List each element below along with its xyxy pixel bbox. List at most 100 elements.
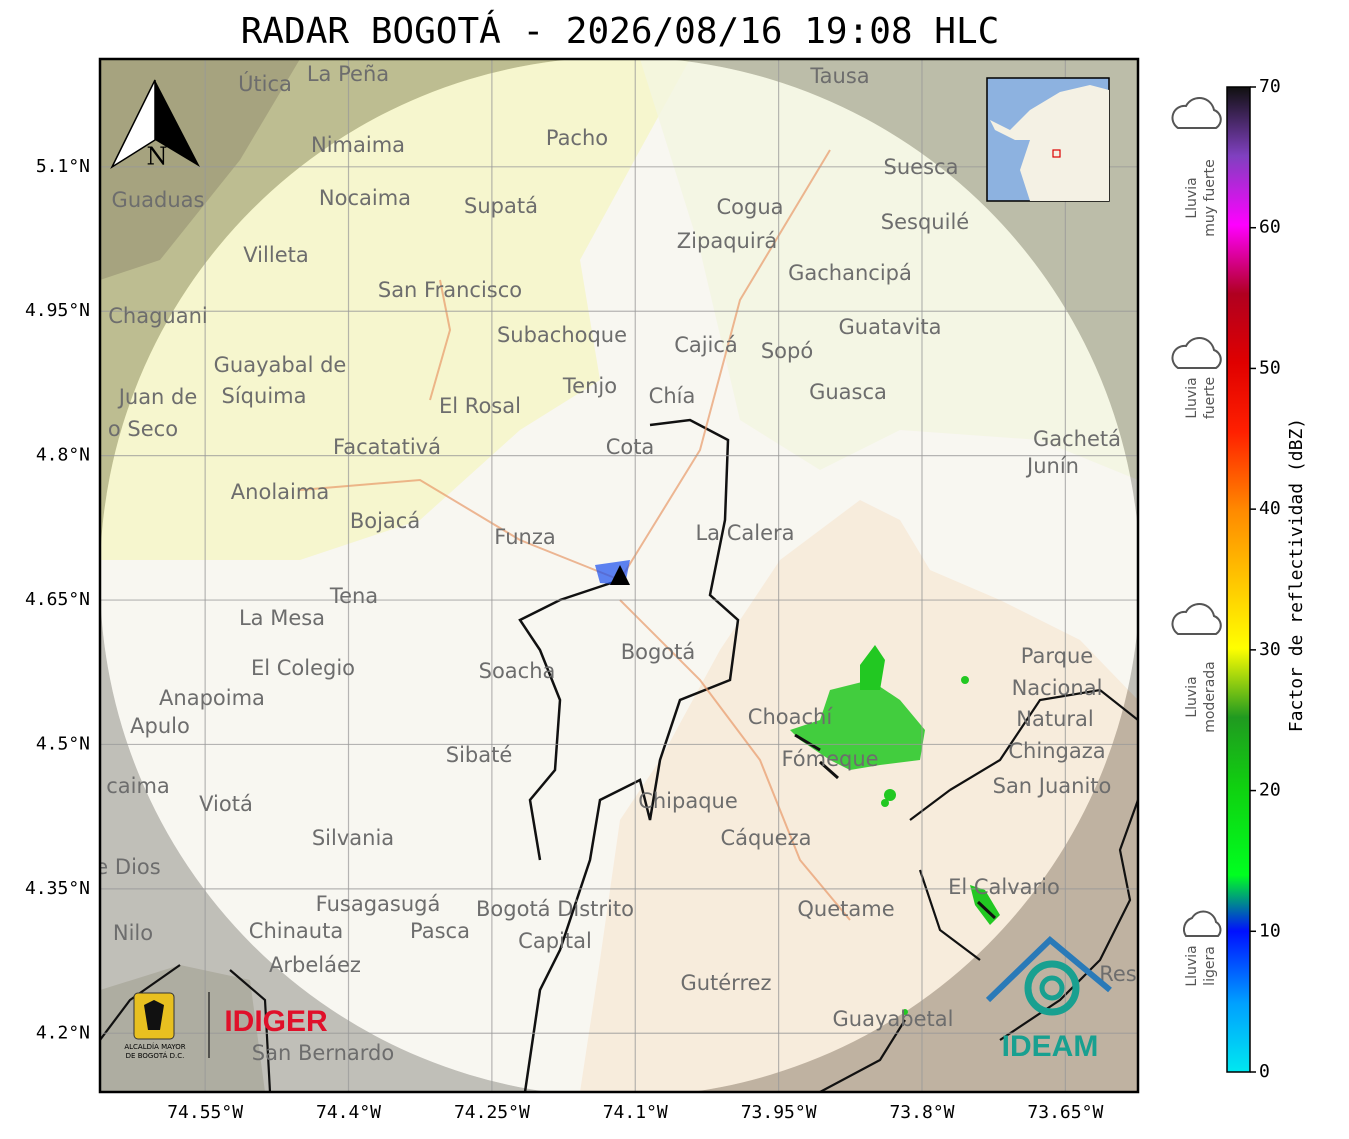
place-name: Juan de (117, 385, 198, 409)
place-name: Soacha (479, 659, 556, 683)
place-name: Nimaima (311, 133, 405, 157)
colorbar-tick-label: 10 (1259, 920, 1281, 941)
place-name: Tena (329, 584, 378, 608)
place-name: Sopó (761, 339, 813, 363)
roads (299, 149, 851, 921)
place-name: Quetame (797, 897, 894, 921)
inset-map (986, 77, 1110, 202)
graticule (100, 59, 1138, 1092)
place-name: San Francisco (378, 278, 522, 302)
place-name: Junín (1025, 454, 1079, 478)
place-name: Guaduas (112, 188, 205, 212)
map: Útica La Peña Tausa Pacho Nimaima Suesca Guadu… (95, 59, 1138, 1092)
place-name: Guayabetal (833, 1007, 954, 1031)
place-name: Cogua (716, 195, 783, 219)
lat-tick-label: 5.1°N (36, 156, 90, 177)
lat-tick-label: 4.35°N (25, 878, 90, 899)
place-name: o Seco (108, 417, 178, 441)
place-name: La Peña (307, 62, 389, 86)
place-name: Fómeque (781, 747, 878, 771)
place-name: Pacho (546, 126, 608, 150)
place-name: Nocaima (319, 186, 411, 210)
lon-tick-label: 73.95°W (741, 1102, 817, 1123)
place-name: Gutérrez (680, 971, 771, 995)
lat-tick-label: 4.65°N (25, 589, 90, 610)
intensity-label: Lluvia (1184, 377, 1200, 418)
place-name: Bojacá (350, 509, 420, 533)
place-name: Chingaza (1008, 739, 1105, 763)
place-name: Tenjo (562, 374, 617, 398)
place-name: Chinauta (249, 919, 343, 943)
place-name: San Bernardo (252, 1041, 394, 1065)
place-name: El Calvario (948, 875, 1060, 899)
north-label: N (147, 143, 168, 171)
echo-core (794, 733, 997, 920)
colorbar-tick-label: 30 (1259, 639, 1281, 660)
place-name: Nilo (113, 921, 153, 945)
place-name: Cáqueza (721, 826, 812, 850)
place-name: e Dios (95, 855, 160, 879)
colorbar-tick-label: 20 (1259, 780, 1281, 801)
district-boundary (518, 418, 740, 1092)
place-name: Gachancipá (788, 261, 912, 285)
lat-tick-label: 4.8°N (36, 445, 90, 466)
intensity-label: Lluvia (1184, 676, 1200, 717)
place-name: Villeta (243, 243, 308, 267)
place-name: Tausa (809, 64, 869, 88)
place-name: Síquima (222, 384, 307, 408)
lon-tick-label: 74.1°W (603, 1102, 668, 1123)
intensity-icons (1171, 96, 1222, 937)
colorbar-tick-label: 60 (1259, 217, 1281, 238)
place-name: San Juanito (993, 774, 1112, 798)
lat-tick-label: 4.2°N (36, 1022, 90, 1043)
intensity-label: Lluvia (1184, 177, 1200, 218)
intensity-label: muy fuerte (1202, 159, 1218, 237)
colorbar-label: Factor de reflectividad (dBZ) (1286, 418, 1307, 732)
north-arrow: N (110, 79, 200, 171)
place-names: Útica La Peña Tausa Pacho Nimaima Suesca Guadu… (95, 62, 1137, 1065)
lon-tick-label: 74.4°W (316, 1102, 381, 1123)
intensity-label: ligera (1202, 946, 1218, 986)
place-name: Útica (238, 71, 292, 96)
place-name: Chaguani (108, 304, 208, 328)
idiger-logo: IDIGER (224, 1005, 328, 1038)
place-name: Subachoque (497, 323, 627, 347)
place-name: Choachí (748, 705, 834, 729)
place-name: Pasca (410, 919, 470, 943)
place-name: El Colegio (251, 656, 355, 680)
place-name: Guayabal de (214, 353, 347, 377)
place-name: Fusagasugá (316, 892, 441, 916)
lon-tick-label: 73.8°W (889, 1102, 954, 1123)
place-name: Zipaquirá (677, 229, 777, 253)
place-name: Bogotá Distrito (476, 897, 634, 921)
place-name: Bogotá (621, 640, 696, 664)
place-name: Suesca (884, 155, 959, 179)
place-name: Guasca (809, 380, 887, 404)
colorbar (1226, 86, 1251, 1073)
place-name: Sibaté (446, 743, 513, 767)
place-name: Chía (649, 384, 696, 408)
place-name: Anolaima (231, 480, 329, 504)
place-name: Cajicá (674, 333, 738, 357)
place-name: Anapoima (159, 686, 265, 710)
place-name: Cota (606, 435, 655, 459)
place-name: Parque (1021, 644, 1093, 668)
ideam-logo: IDEAM (1002, 1030, 1099, 1063)
intensity-label: moderada (1202, 661, 1218, 733)
place-name: Viotá (199, 792, 253, 816)
colorbar-tick-label: 50 (1259, 357, 1281, 378)
lon-tick-label: 73.65°W (1027, 1102, 1103, 1123)
intensity-label: Lluvia (1184, 945, 1200, 986)
place-name: caima (106, 774, 170, 798)
logo-alcaldia: ALCALDÍA MAYOR DE BOGOTÁ D.C. IDIGER (124, 992, 328, 1060)
lon-tick-label: 74.55°W (167, 1102, 243, 1123)
place-name: Gachetá (1033, 427, 1121, 451)
logo-ideam: IDEAM (985, 935, 1112, 1063)
place-name: Facatativá (333, 435, 441, 459)
alcaldia-line-2: DE BOGOTÁ D.C. (126, 1051, 185, 1060)
place-name: El Rosal (439, 394, 521, 418)
title: RADAR BOGOTÁ - 2026/08/16 19:08 HLC (241, 10, 1000, 52)
place-name: Silvania (312, 826, 394, 850)
lon-tick-label: 74.25°W (454, 1102, 530, 1123)
